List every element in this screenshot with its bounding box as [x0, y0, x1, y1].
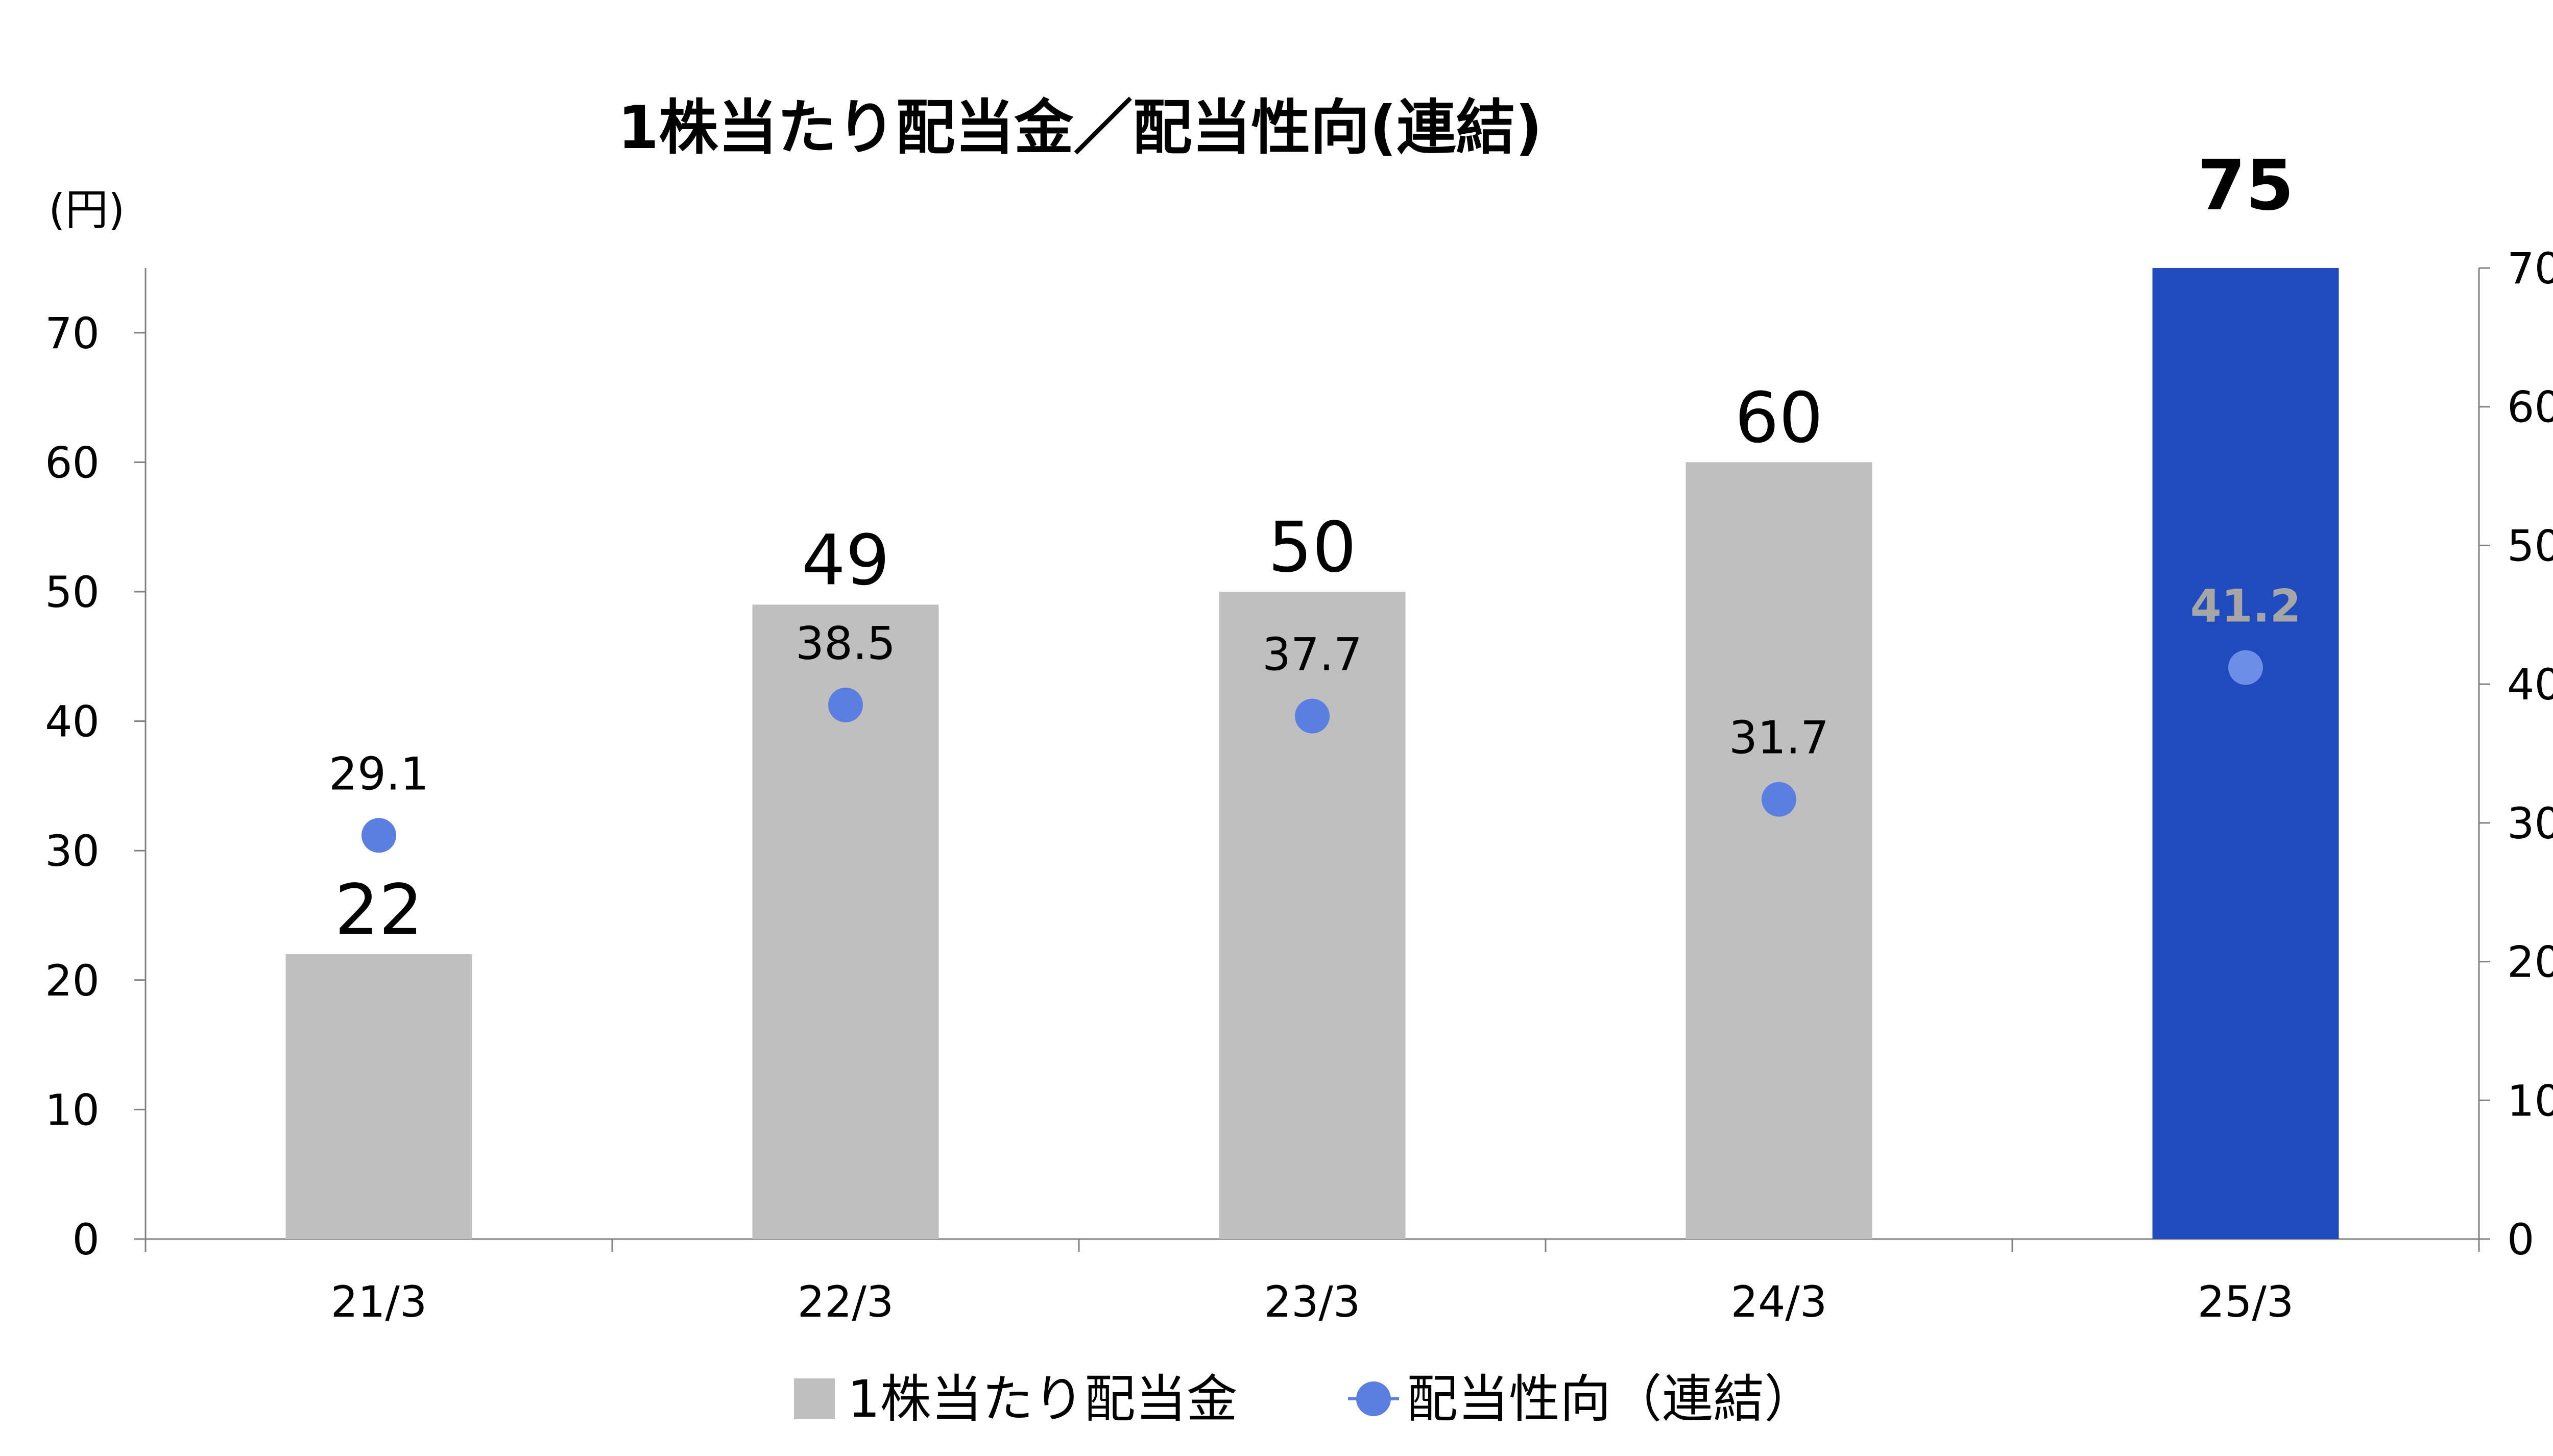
legend-label-dividend: 1株当たり配当金: [848, 1369, 1238, 1429]
left-tick-label: 10: [45, 1085, 100, 1135]
right-tick-label: 40: [2507, 660, 2553, 710]
legend-label-ratio: 配当性向（連結）: [1407, 1369, 1815, 1429]
payout-ratio-point: [1295, 698, 1330, 734]
payout-ratio-label: 38.5: [796, 617, 896, 670]
left-tick-label: 50: [45, 567, 100, 617]
bar-value-label: 50: [1268, 507, 1356, 588]
right-tick-label: 10: [2507, 1076, 2553, 1126]
right-tick-label: 70: [2507, 244, 2553, 294]
x-tick-label: 25/3: [2198, 1277, 2294, 1327]
payout-ratio-point: [828, 687, 863, 722]
left-tick-label: 30: [45, 826, 100, 876]
bar-value-label: 60: [1735, 378, 1823, 458]
payout-ratio-label: 37.7: [1262, 628, 1362, 681]
left-tick-label: 40: [45, 697, 100, 747]
right-tick-label: 60: [2507, 382, 2553, 432]
dividend-bar: [1685, 462, 1872, 1239]
left-axis-unit: (円): [49, 185, 125, 235]
payout-ratio-label: 31.7: [1729, 712, 1829, 764]
plot-area: 0 10 20 30 40 50 60 70 0 10 20 30 40 50 60 70 21/3 22/3 23…: [45, 145, 2553, 1327]
right-tick-label: 20: [2507, 937, 2553, 987]
right-tick-label: 50: [2507, 521, 2553, 571]
legend-swatch-point: [1356, 1381, 1391, 1416]
payout-ratio-label: 41.2: [2190, 580, 2301, 633]
left-tick-label: 20: [45, 956, 100, 1006]
bar-value-label: 49: [801, 520, 889, 601]
bar-value-label: 75: [2197, 145, 2294, 226]
left-tick-label: 0: [73, 1215, 100, 1265]
x-tick-label: 22/3: [798, 1277, 894, 1327]
x-tick-label: 24/3: [1731, 1277, 1827, 1327]
dividend-bar: [285, 954, 472, 1239]
x-tick-label: 21/3: [331, 1277, 427, 1327]
left-tick-label: 70: [45, 308, 100, 358]
right-tick-label: 0: [2507, 1215, 2534, 1265]
right-tick-label: 30: [2507, 798, 2553, 848]
payout-ratio-point: [362, 818, 396, 853]
bar-value-label: 22: [334, 870, 423, 951]
chart-title: 1株当たり配当金／配当性向(連結): [618, 93, 1543, 162]
legend: 1株当たり配当金 配当性向（連結）: [794, 1369, 1815, 1429]
dividend-bar: [2152, 268, 2339, 1239]
payout-ratio-point: [1762, 782, 1796, 817]
x-tick-label: 23/3: [1264, 1277, 1361, 1327]
payout-ratio-point: [2228, 650, 2263, 685]
dividend-bar: [1219, 592, 1406, 1239]
payout-ratio-label: 29.1: [329, 747, 429, 800]
legend-swatch-bar: [794, 1378, 835, 1419]
left-tick-label: 60: [45, 438, 100, 488]
